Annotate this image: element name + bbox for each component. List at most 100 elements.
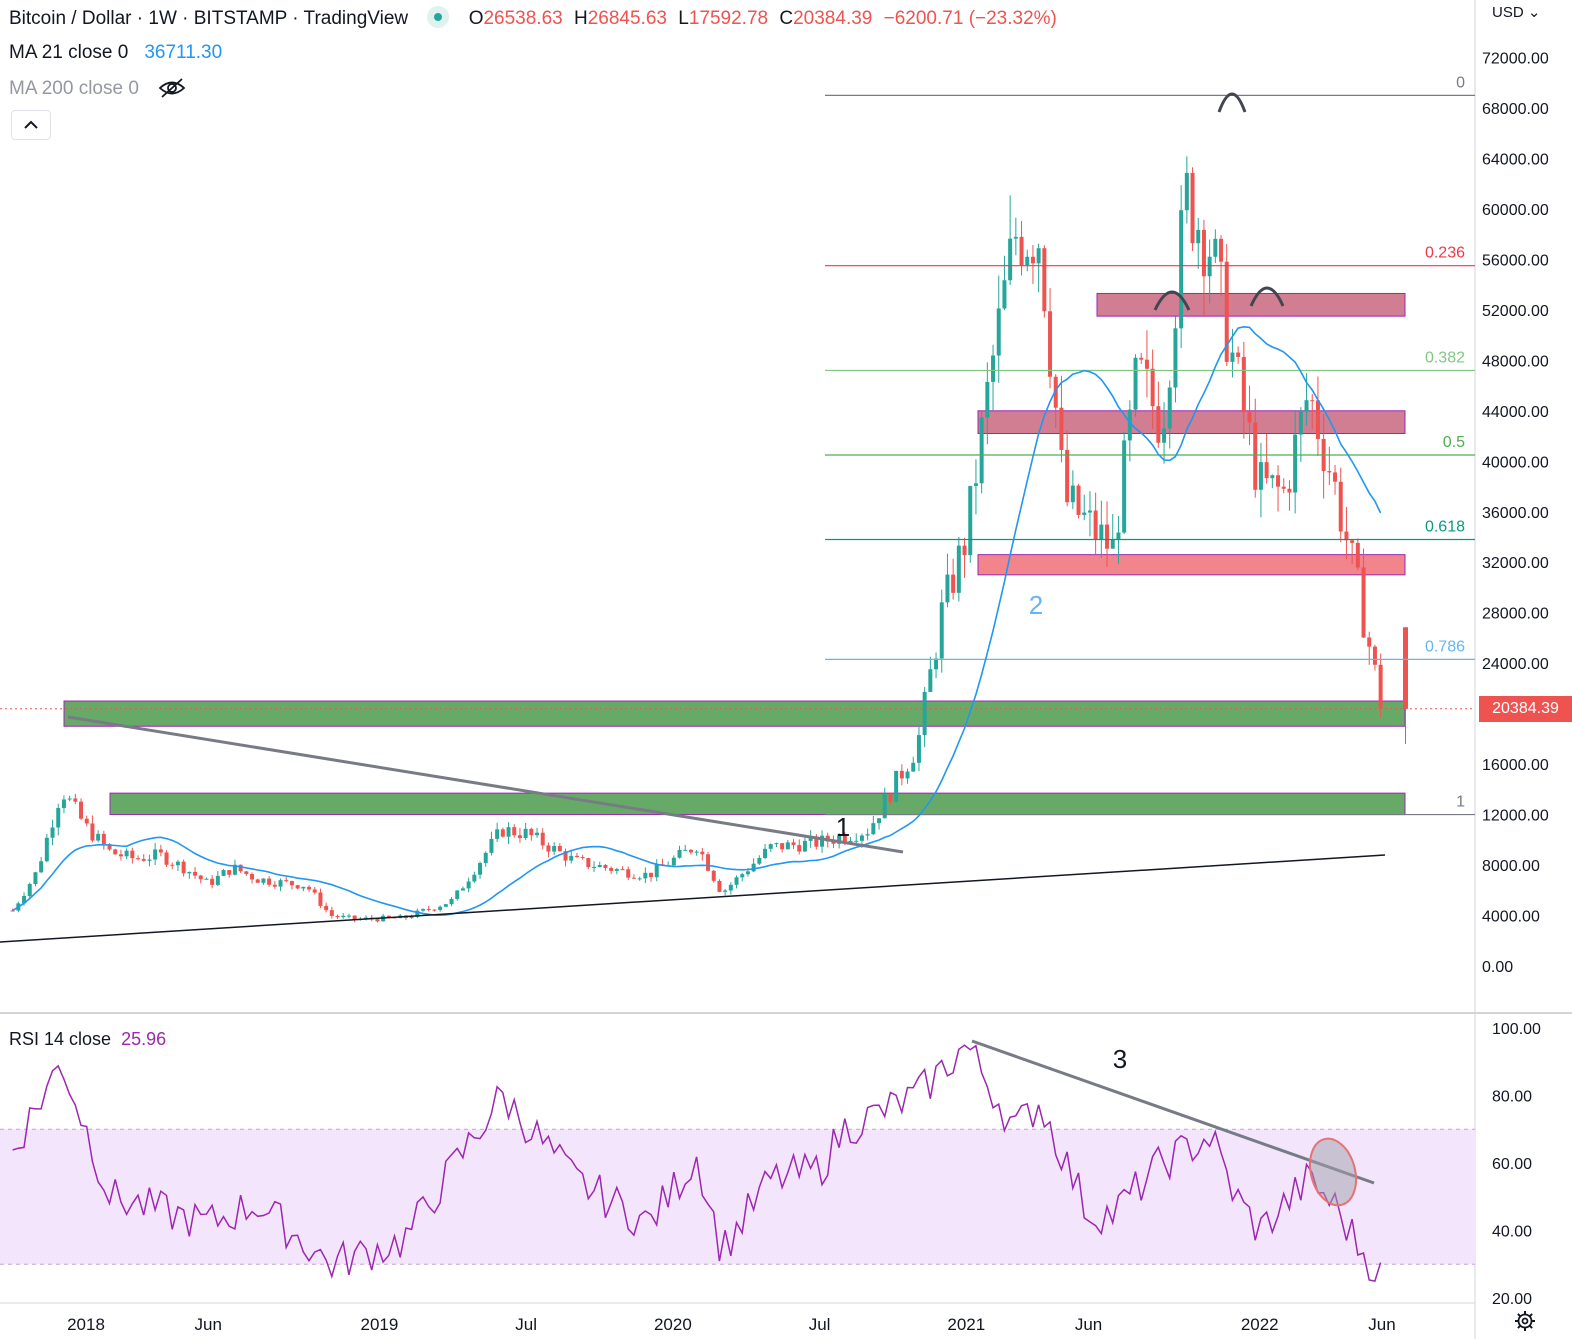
rsi-tick-label: 100.00 (1492, 1021, 1541, 1038)
rsi-tick-label: 40.00 (1492, 1224, 1532, 1241)
up-candle (1230, 352, 1235, 362)
up-candle (1008, 238, 1013, 281)
high-value: 26845.63 (587, 8, 667, 29)
up-candle (1270, 475, 1275, 479)
currency-selector[interactable]: USD ⌄ (1492, 4, 1541, 21)
down-candle (193, 871, 198, 876)
up-candle (506, 827, 511, 837)
down-candle (791, 842, 796, 846)
up-candle (153, 849, 158, 860)
gear-icon[interactable] (1514, 1310, 1536, 1332)
ma21-value: 36711.30 (144, 42, 223, 63)
up-candle (854, 840, 859, 842)
price-tick-label: 16000.00 (1482, 757, 1549, 774)
rsi-legend[interactable]: RSI 14 close 25.96 (9, 1029, 166, 1050)
up-candle (175, 861, 180, 866)
down-candle (289, 881, 294, 886)
up-candle (421, 908, 426, 911)
down-candle (1105, 524, 1110, 549)
down-candle (951, 574, 956, 593)
down-candle (586, 858, 591, 868)
ma21-legend[interactable]: MA 21 close 0 36711.30 (9, 42, 228, 64)
down-candle (1287, 488, 1292, 493)
up-candle (96, 833, 101, 841)
up-candle (734, 877, 739, 885)
down-candle (649, 872, 654, 878)
price-tick-label: 24000.00 (1482, 656, 1549, 673)
up-candle (1167, 387, 1172, 429)
last-price-tag: 20384.39 (1479, 696, 1572, 722)
up-candle (968, 485, 973, 556)
up-candle (1213, 238, 1218, 257)
down-candle (1219, 238, 1224, 262)
up-candle (1162, 428, 1167, 443)
up-candle (460, 888, 465, 891)
up-candle (301, 886, 306, 889)
descending-trendline (67, 715, 904, 854)
price-tick-label: 52000.00 (1482, 303, 1549, 320)
top-arc (1153, 290, 1191, 311)
up-candle (808, 836, 813, 841)
up-candle (905, 771, 910, 779)
down-candle (10, 910, 15, 912)
down-candle (1030, 256, 1035, 264)
price-tick-label: 4000.00 (1482, 909, 1540, 926)
up-candle (991, 355, 996, 382)
symbol-title: Bitcoin / Dollar · 1W · BITSTAMP · Tradi… (9, 8, 409, 29)
up-candle (1184, 172, 1189, 211)
price-tick-label: 32000.00 (1482, 555, 1549, 572)
up-candle (489, 838, 494, 853)
up-candle (50, 827, 55, 838)
down-candle (1355, 542, 1360, 568)
time-tick-label: 2020 (654, 1315, 692, 1334)
rsi-annotation: 3 (1113, 1044, 1127, 1074)
up-candle (1002, 280, 1007, 309)
price-tick-label: 40000.00 (1482, 454, 1549, 471)
down-candle (1139, 357, 1144, 360)
up-candle (916, 735, 921, 763)
down-candle (814, 836, 819, 847)
up-candle (757, 857, 762, 864)
down-candle (307, 886, 312, 890)
green-zone (63, 700, 1406, 727)
up-candle (415, 910, 420, 917)
down-candle (1344, 531, 1349, 541)
up-candle (956, 545, 961, 593)
up-candle (1087, 510, 1092, 513)
time-tick-label: 2021 (947, 1315, 985, 1334)
up-candle (455, 890, 460, 899)
down-candle (706, 854, 711, 871)
fib-level-label: 0.236 (1425, 245, 1465, 262)
down-candle (1338, 481, 1343, 532)
down-candle (1241, 356, 1246, 413)
down-candle (1059, 407, 1064, 450)
up-candle (694, 851, 699, 853)
price-tick-label: 68000.00 (1482, 101, 1549, 118)
up-candle (44, 837, 49, 862)
down-candle (1247, 412, 1252, 423)
up-candle (677, 849, 682, 858)
down-candle (141, 858, 146, 861)
up-candle (523, 828, 528, 839)
down-candle (1048, 311, 1053, 377)
up-candle (1127, 409, 1132, 441)
down-candle (130, 850, 135, 859)
up-candle (877, 818, 882, 824)
eye-off-icon[interactable] (158, 78, 186, 98)
down-candle (238, 864, 243, 872)
up-candle (187, 871, 192, 874)
down-candle (717, 880, 722, 892)
ma200-legend[interactable]: MA 200 close 0 (9, 78, 186, 100)
down-candle (1361, 567, 1366, 638)
up-candle (928, 669, 933, 692)
down-candle (284, 880, 289, 882)
up-candle (934, 658, 939, 670)
collapse-legend-button[interactable] (11, 110, 51, 140)
up-candle (61, 799, 66, 808)
time-tick-label: Jun (1075, 1315, 1102, 1334)
rsi-label: RSI 14 close (9, 1029, 112, 1049)
down-candle (512, 827, 517, 836)
close-label: C (779, 8, 794, 29)
up-candle (552, 845, 557, 852)
